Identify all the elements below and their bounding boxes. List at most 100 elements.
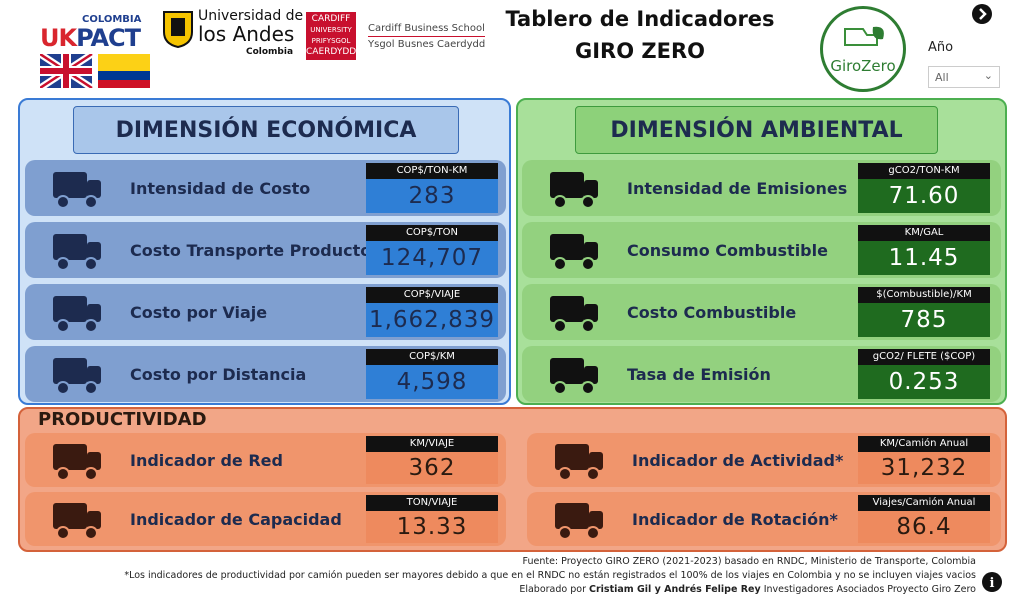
unit-label: gCO2/TON-KM [858,163,990,179]
card-label: Tasa de Emisión [627,364,771,384]
kpi-card: Intensidad de Costo COP$/TON-KM 283 [25,160,506,216]
cbs-name: Cardiff Business School [368,23,485,37]
flags [40,54,150,88]
unit-label: KM/VIAJE [366,436,498,452]
card-label: Costo por Distancia [130,364,307,384]
card-icon [550,358,598,395]
value-box: COP$/KM 4,598 [366,349,498,399]
kpi-value: 86.4 [896,514,952,540]
kpi-card: Costo por Distancia COP$/KM 4,598 [25,346,506,402]
value-box: KM/GAL 11.45 [858,225,990,275]
uniandes-line1: Universidad de [198,8,304,24]
cbs-welsh: Ysgol Busnes Caerdydd [368,39,486,50]
card-icon [53,503,101,540]
unit-label: Viajes/Camión Anual [858,495,990,511]
card-icon [550,234,598,271]
card-icon [53,444,101,481]
card-label: Costo por Viaje [130,302,268,322]
card-label: Costo Combustible [627,302,797,322]
girozero-icon [844,26,884,46]
footer-credit: Elaborado por Cristiam Gil y Andrés Feli… [0,584,1000,595]
kpi-card: Indicador de Red KM/VIAJE 362 [25,433,506,487]
value-box: KM/Camión Anual 31,232 [858,436,990,484]
card-icon [555,503,603,540]
kpi-value: 124,707 [380,245,484,271]
next-button[interactable] [972,4,992,24]
kpi-value: 0.253 [888,369,960,395]
uniandes-country: Colombia [246,47,294,57]
card-label: Consumo Combustible [627,240,828,260]
credit-suffix: Investigadores Asociados Proyecto Giro Z… [763,584,976,595]
value-box: COP$/TON 124,707 [366,225,498,275]
girozero-logo: GiroZero [820,6,906,92]
cardiff-logo: CARDIFF UNIVERSITY PRIFYSGOL CAERDYDD [306,12,356,60]
card-label: Indicador de Capacidad [130,509,342,529]
value-box: gCO2/ FLETE ($COP) 0.253 [858,349,990,399]
credit-names: Cristiam Gil y Andrés Felipe Rey [589,584,761,595]
ukpact-pact: PACT [76,24,141,52]
ukpact-country: COLOMBIA [82,14,142,25]
unit-label: gCO2/ FLETE ($COP) [858,349,990,365]
unit-label: COP$/VIAJE [366,287,498,303]
ukpact-uk: UK [40,24,77,52]
title-line1: Tablero de Indicadores [505,7,775,31]
section-title: DIMENSIÓN ECONÓMICA [73,106,459,154]
value-box: gCO2/TON-KM 71.60 [858,163,990,213]
card-label: Intensidad de Costo [130,178,311,198]
kpi-card: Costo por Viaje COP$/VIAJE 1,662,839 [25,284,506,340]
value-box: COP$/VIAJE 1,662,839 [366,287,498,337]
unit-label: COP$/TON-KM [366,163,498,179]
svg-text:i: i [990,576,995,591]
kpi-value: 362 [408,455,456,481]
card-icon [53,172,101,209]
footer-source: Fuente: Proyecto GIRO ZERO (2021-2023) b… [522,556,976,567]
card-icon [53,234,101,271]
kpi-value: 283 [408,183,456,209]
footer-note: *Los indicadores de productividad por ca… [124,570,976,581]
card-label: Indicador de Rotación* [632,509,838,529]
kpi-value: 71.60 [888,183,960,209]
card-icon [53,296,101,333]
section-title: DIMENSIÓN AMBIENTAL [575,106,938,154]
ukpact-logo: UKPACT [40,24,141,52]
value-box: $(Combustible)/KM 785 [858,287,990,337]
value-box: COP$/TON-KM 283 [366,163,498,213]
card-label: Costo Transporte Producto [130,240,372,260]
kpi-card: Intensidad de Emisiones gCO2/TON-KM 71.60 [522,160,1001,216]
kpi-value: 785 [900,307,948,333]
dropdown-value: All [935,71,949,84]
info-button[interactable]: i [982,572,1002,592]
card-label: Indicador de Red [130,450,283,470]
kpi-value: 11.45 [888,245,960,271]
kpi-value: 13.33 [396,514,468,540]
girozero-text: GiroZero [830,57,896,75]
unit-label: $(Combustible)/KM [858,287,990,303]
card-label: Indicador de Actividad* [632,450,844,470]
card-icon [550,172,598,209]
card-icon [555,444,603,481]
cardiff-text: CAERDYDD [306,47,357,57]
cardiff-text: UNIVERSITY [310,26,352,34]
kpi-value: 4,598 [396,369,468,395]
year-dropdown[interactable]: All ⌄ [928,66,1000,88]
uniandes-shield [163,11,193,48]
uniandes-line2: los Andes [198,22,295,46]
kpi-card: Consumo Combustible KM/GAL 11.45 [522,222,1001,278]
unit-label: COP$/KM [366,349,498,365]
kpi-value: 31,232 [880,455,968,481]
value-box: Viajes/Camión Anual 86.4 [858,495,990,543]
kpi-card: Tasa de Emisión gCO2/ FLETE ($COP) 0.253 [522,346,1001,402]
credit-prefix: Elaborado por [519,584,586,595]
kpi-card: Costo Transporte Producto COP$/TON 124,707 [25,222,506,278]
dropdown-arrow: ⌄ [983,69,993,82]
kpi-card: Indicador de Actividad* KM/Camión Anual 31… [527,433,1001,487]
card-icon [550,296,598,333]
kpi-card: Indicador de Capacidad TON/VIAJE 13.33 [25,492,506,546]
cardiff-text: PRIFYSGOL [311,37,351,45]
unit-label: KM/GAL [858,225,990,241]
unit-label: KM/Camión Anual [858,436,990,452]
value-box: KM/VIAJE 362 [366,436,498,484]
card-icon [53,358,101,395]
kpi-value: 1,662,839 [368,307,496,333]
